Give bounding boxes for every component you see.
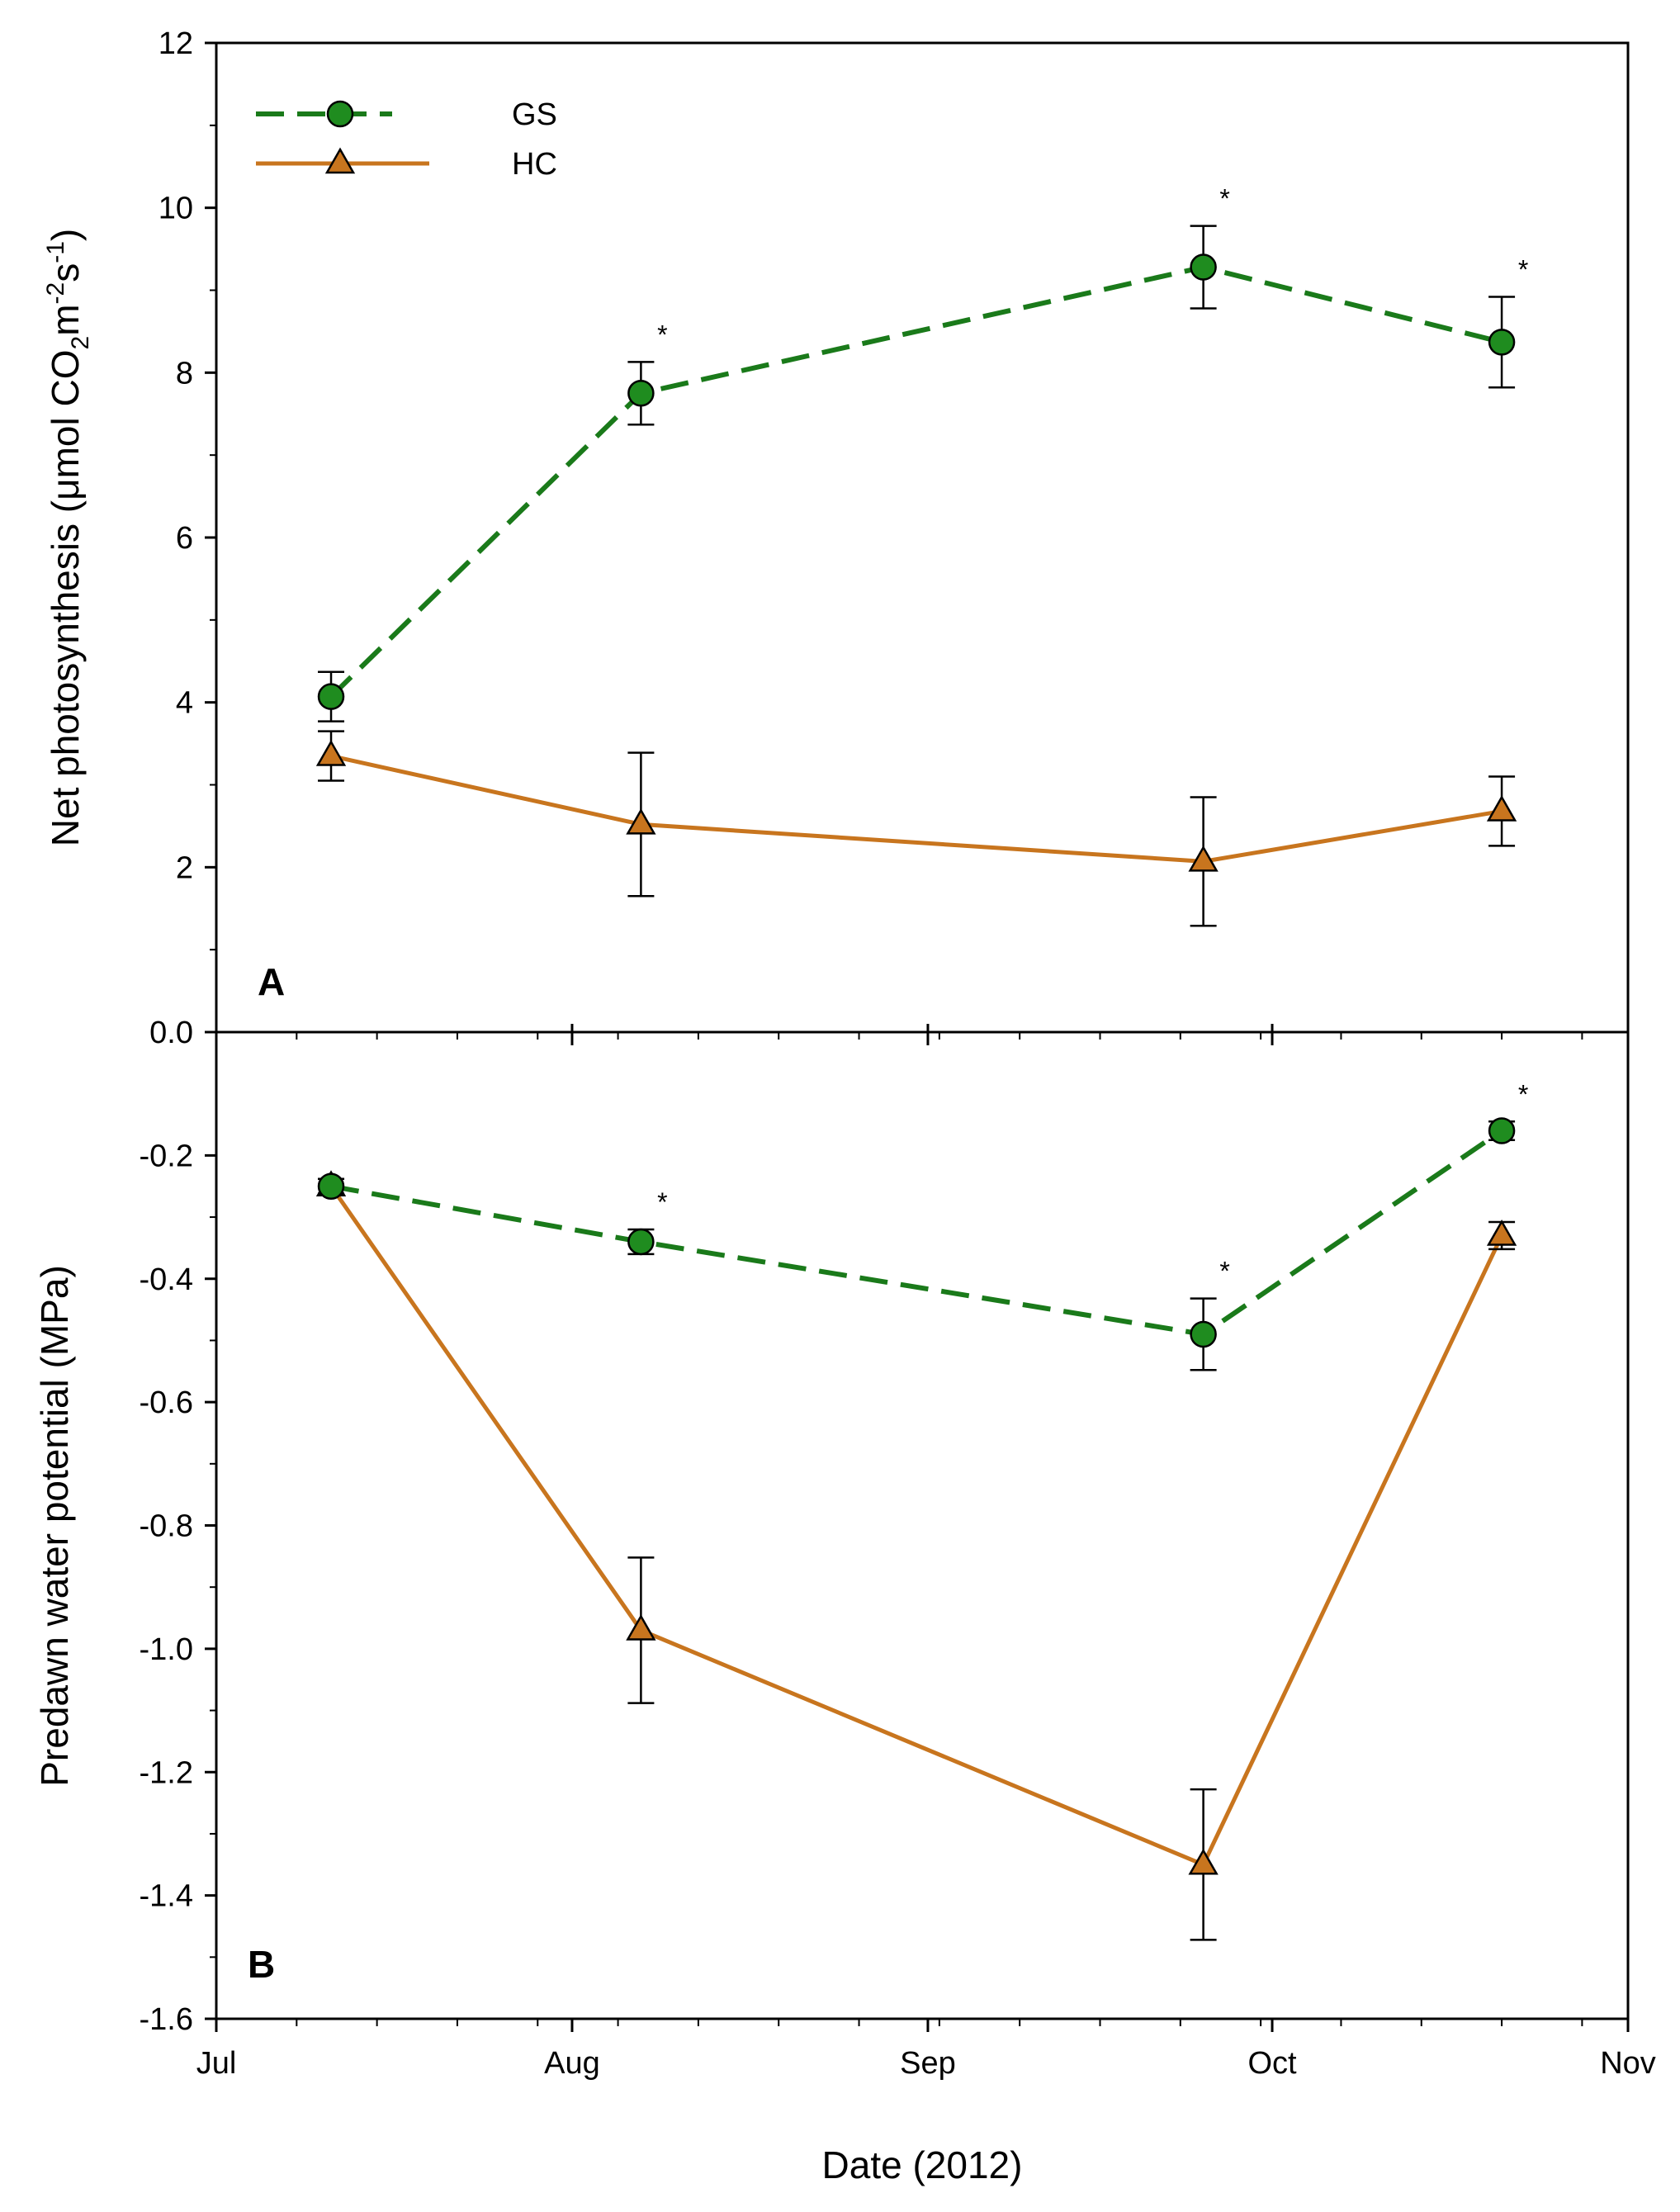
- y-tick-label: 6: [176, 521, 193, 556]
- data-point-gs: [1488, 1117, 1516, 1144]
- panel-b-x-ticks: Jul Aug Sep Oct Nov: [196, 2019, 1656, 2081]
- panel-b-label: B: [248, 1943, 275, 1986]
- significance-star: *: [657, 1187, 667, 1217]
- ylabel-m: m: [44, 304, 87, 335]
- series-line-hc: [329, 1185, 1504, 1868]
- panel-b-y-axis-title: Predawn water potential (MPa): [33, 1265, 76, 1787]
- series-line-hc: [330, 754, 1503, 864]
- data-point-gs: [1190, 1320, 1217, 1348]
- significance-star: *: [1219, 1257, 1229, 1286]
- data-point-gs: [627, 1228, 655, 1256]
- y-tick-label: 12: [159, 26, 193, 61]
- panel-a-label: A: [258, 960, 285, 1003]
- series-line-gs: [330, 1129, 1503, 1338]
- legend-gs-marker: [326, 100, 354, 128]
- data-point-hc: [315, 740, 347, 766]
- ylabel-mol: mol CO: [44, 349, 87, 478]
- legend: GS HC: [256, 97, 557, 182]
- ylabel-suffix: ): [44, 229, 87, 241]
- y-tick-label: -1.4: [140, 1879, 193, 1914]
- legend-gs-label: GS: [512, 97, 557, 132]
- significance-star: *: [657, 320, 667, 349]
- panel-a-x-ticks: [215, 1024, 1630, 1045]
- y-tick-label: 0.0: [149, 1016, 193, 1050]
- x-axis-title: Date (2012): [822, 2143, 1023, 2186]
- x-tick-label: Nov: [1600, 2046, 1656, 2081]
- y-tick-label: -0.8: [140, 1509, 193, 1544]
- panel-b-y-ticks: -1.6 -1.4 -1.2 -1.0 -0.8 -0.6 -0.4 -0.2: [140, 1139, 216, 2037]
- y-tick-label: -1.6: [140, 2002, 193, 2037]
- ylabel-mu: μ: [44, 478, 87, 500]
- panel-a-frame: [215, 41, 1630, 1034]
- x-tick-label: Sep: [900, 2046, 956, 2081]
- ylabel-sup1: -2: [42, 282, 69, 305]
- y-tick-label: -1.0: [140, 1632, 193, 1667]
- significance-star: *: [1518, 254, 1528, 284]
- y-tick-label: -0.4: [140, 1262, 193, 1297]
- ylabel-s: s: [44, 263, 87, 282]
- panel-a-y-axis-title: Net photosynthesis (μmol CO2m-2s-1): [42, 229, 94, 846]
- panel-a-y-ticks: 0.0 2 4 6 8 10 12: [149, 26, 216, 1050]
- x-tick-label: Oct: [1247, 2046, 1297, 2081]
- ylabel-prefix: Net photosynthesis (: [44, 500, 87, 846]
- data-point-gs: [627, 380, 655, 407]
- y-tick-label: 2: [176, 850, 193, 885]
- x-tick-label: Jul: [196, 2046, 237, 2081]
- data-point-gs: [1190, 253, 1217, 281]
- y-tick-label: 8: [176, 356, 193, 391]
- legend-hc-marker: [324, 147, 356, 174]
- y-tick-label: 4: [176, 686, 193, 721]
- data-point-gs: [317, 1172, 345, 1200]
- ylabel-sup2: -1: [42, 241, 69, 263]
- data-point-hc: [1486, 794, 1517, 822]
- significance-star: *: [1219, 184, 1229, 214]
- y-tick-label: -0.6: [140, 1385, 193, 1420]
- y-tick-label: -0.2: [140, 1139, 193, 1173]
- significance-star: *: [1518, 1079, 1528, 1109]
- panel-b: -1.6 -1.4 -1.2 -1.0 -0.8 -0.6 -0.4 -0.2 Jul Aug S…: [33, 1030, 1656, 2186]
- panel-b-series: * * *: [315, 1079, 1528, 1941]
- panel-a-series: * * *: [315, 184, 1528, 927]
- legend-hc-label: HC: [512, 147, 557, 182]
- panel-b-frame: [215, 1030, 1630, 2020]
- data-point-hc: [626, 808, 656, 835]
- y-tick-label: -1.2: [140, 1755, 193, 1790]
- data-point-hc: [1188, 1848, 1219, 1875]
- data-point-hc: [1486, 1219, 1517, 1246]
- series-line-gs: [329, 264, 1503, 699]
- data-point-hc: [626, 1613, 656, 1641]
- data-point-hc: [1188, 845, 1219, 872]
- ylabel-sub2: 2: [67, 336, 94, 350]
- data-point-gs: [317, 683, 345, 710]
- y-tick-label: 10: [159, 192, 193, 226]
- data-point-gs: [1488, 329, 1516, 356]
- x-tick-label: Aug: [544, 2046, 600, 2081]
